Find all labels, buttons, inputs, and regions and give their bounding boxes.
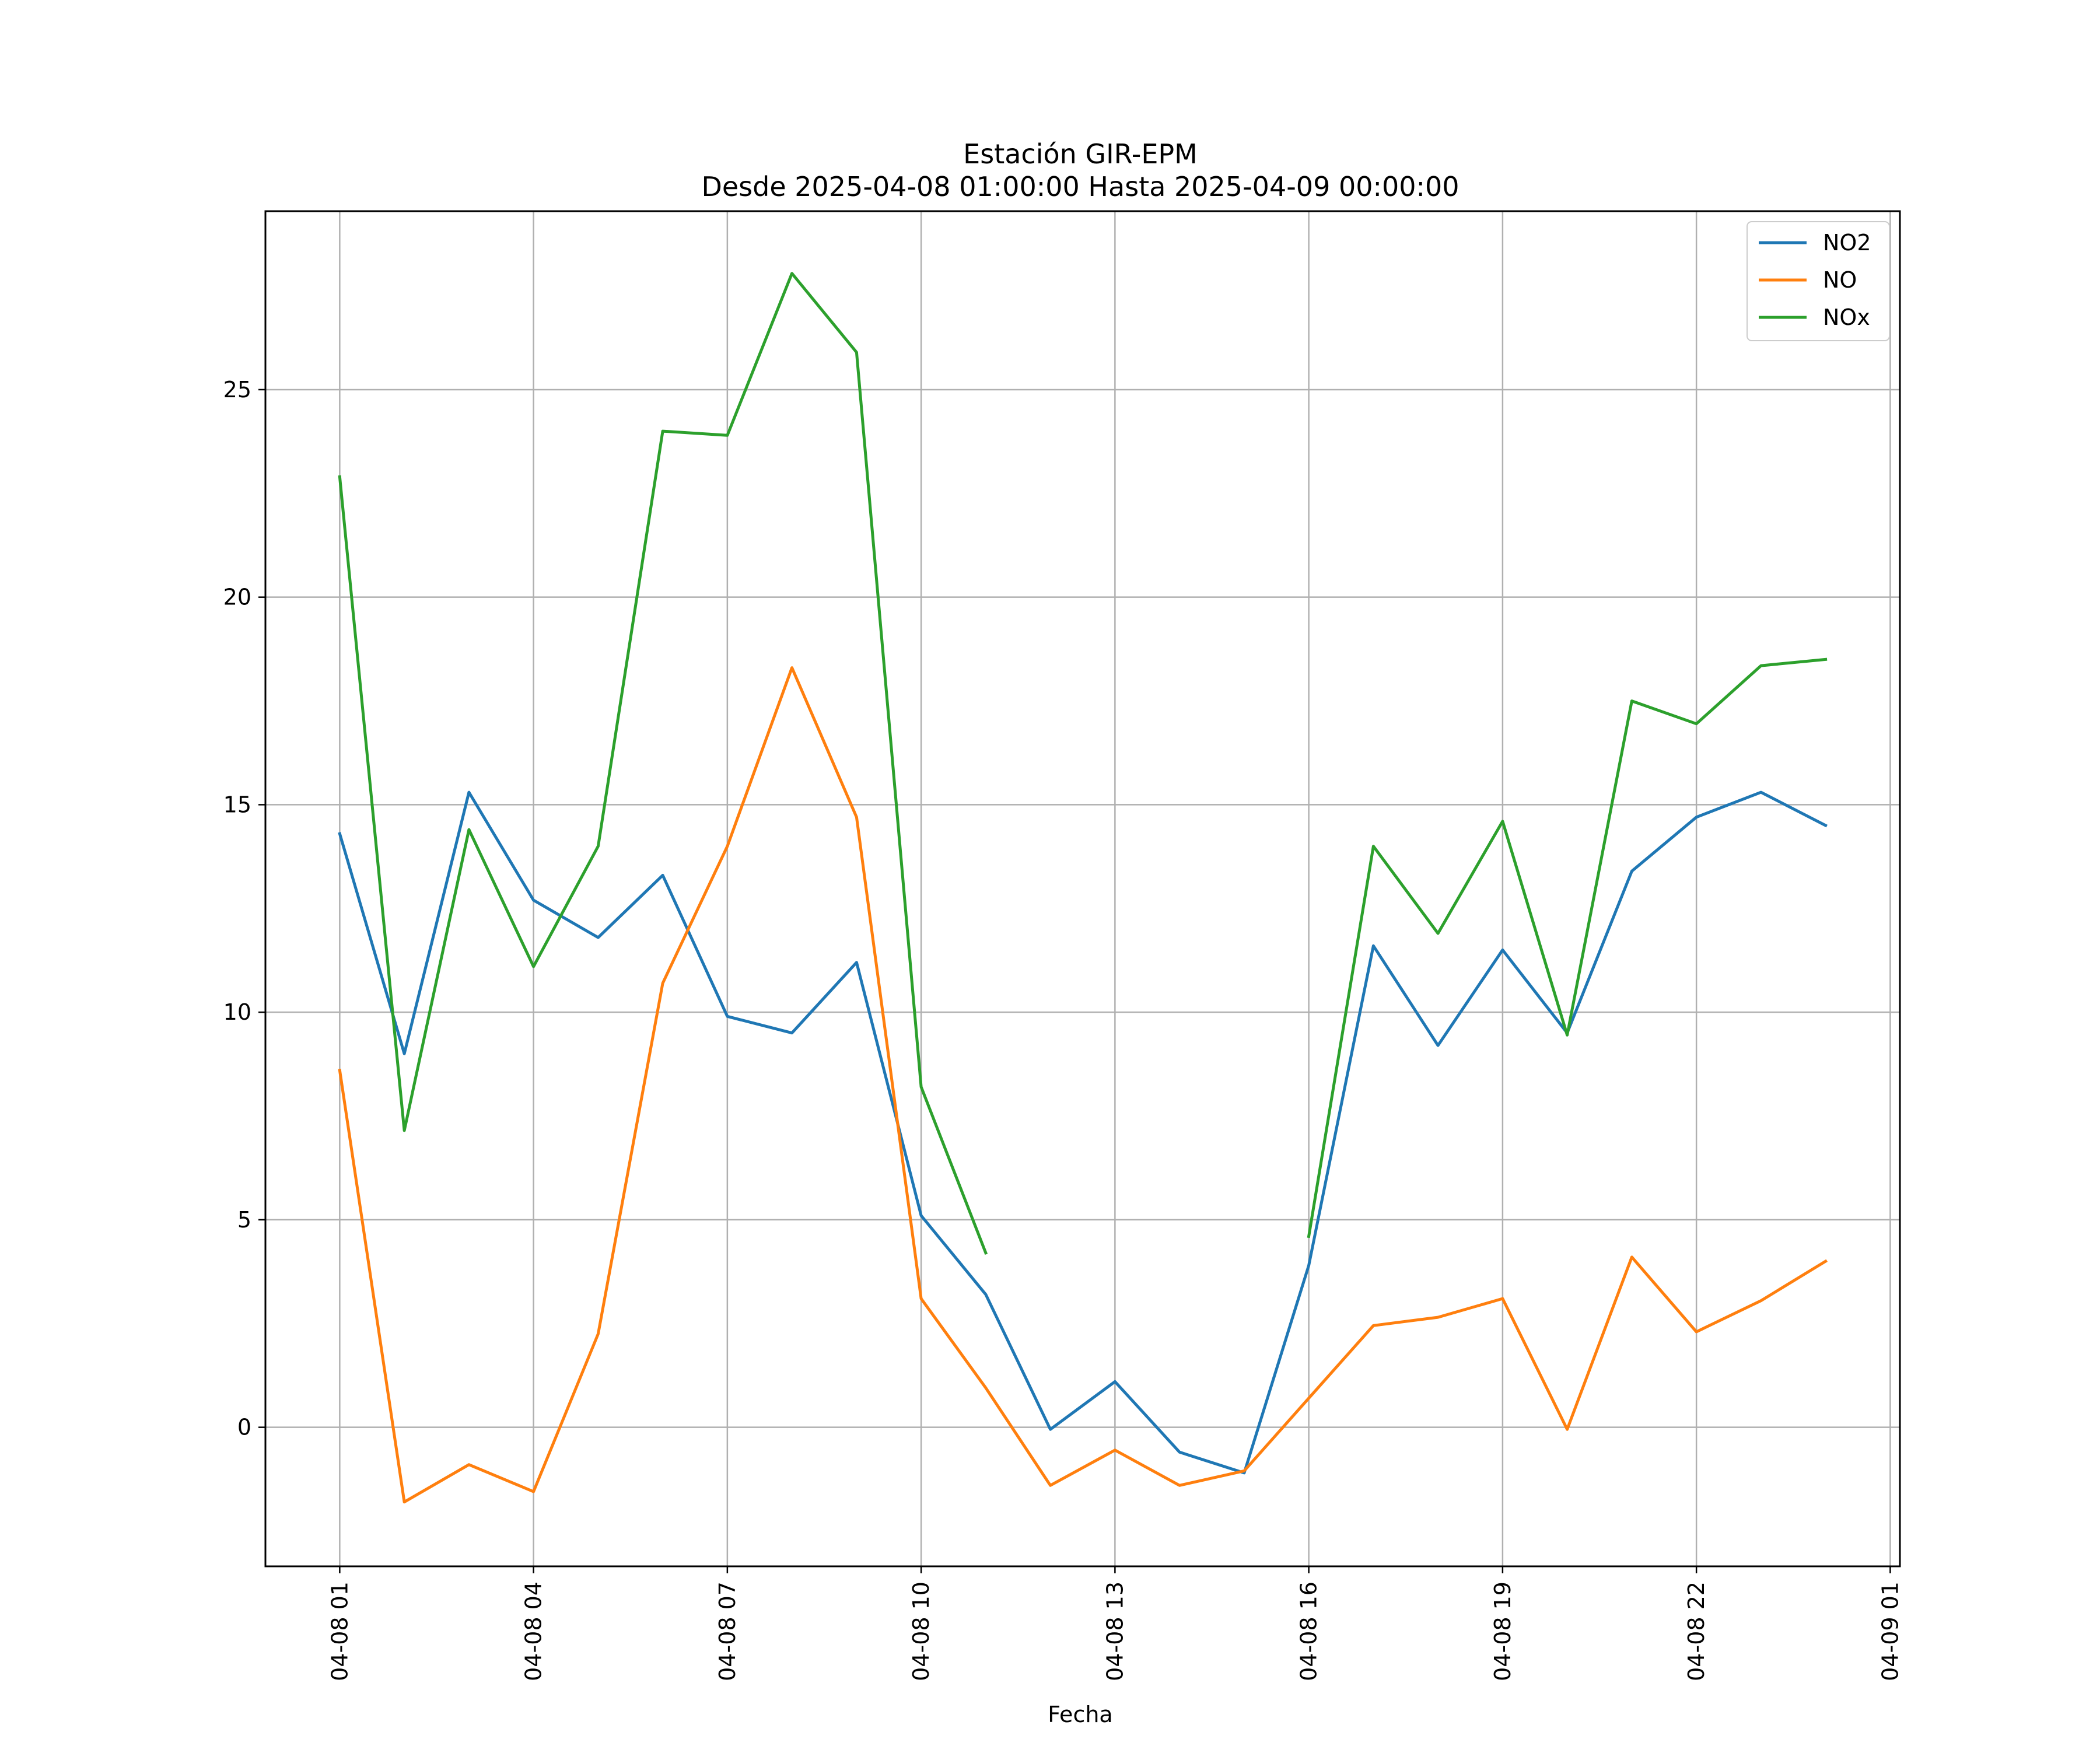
- series-lines: [338, 272, 1828, 1504]
- legend-label: NOx: [1823, 305, 1870, 330]
- x-tick-label: 04-08 22: [1684, 1581, 1709, 1681]
- series-line-no2: [338, 790, 1828, 1475]
- grid-lines: [265, 211, 1900, 1566]
- x-tick-label: 04-08 16: [1296, 1581, 1322, 1681]
- series-no: [338, 666, 1828, 1504]
- series-line-nox: [338, 272, 1828, 1255]
- y-tick-label: 0: [237, 1415, 251, 1440]
- x-tick-label: 04-08 04: [521, 1581, 547, 1681]
- x-axis-ticks: 04-08 01 04-08 04 04-08 07 04-08 10 04-08 13…: [327, 1566, 1903, 1681]
- y-tick-label: 15: [223, 792, 251, 817]
- x-tick-label: 04-08 19: [1490, 1581, 1516, 1681]
- y-tick-label: 5: [237, 1207, 251, 1233]
- legend-box: [1746, 221, 1890, 341]
- chart-subtitle: Desde 2025-04-08 01:00:00 Hasta 2025-04-…: [701, 171, 1459, 202]
- plot-frame: [264, 210, 1901, 1567]
- y-tick-label: 10: [223, 999, 251, 1025]
- x-tick-label: 04-08 07: [715, 1581, 740, 1681]
- x-tick-label: 04-08 01: [327, 1581, 352, 1681]
- legend-item-no: NO: [1759, 267, 1857, 293]
- legend-item-nox: NOx: [1759, 305, 1870, 330]
- y-tick-label: 25: [223, 377, 251, 403]
- chart-title: Estación GIR-EPM: [963, 138, 1198, 170]
- legend-item-no2: NO2: [1759, 230, 1871, 256]
- y-axis-ticks: 0 5 10 15 20 25: [223, 377, 265, 1440]
- series-nox: [338, 272, 1828, 1255]
- legend-label: NO: [1823, 267, 1857, 293]
- x-tick-label: 04-08 10: [908, 1581, 934, 1681]
- legend: NO2 NO NOx: [1746, 221, 1890, 341]
- y-tick-label: 20: [223, 585, 251, 610]
- series-line-no: [338, 666, 1828, 1504]
- x-tick-label: 04-08 13: [1102, 1581, 1128, 1681]
- series-no2: [338, 790, 1828, 1475]
- x-tick-label: 04-09 01: [1877, 1581, 1903, 1681]
- legend-label: NO2: [1823, 230, 1871, 256]
- x-axis-label: Fecha: [1048, 1702, 1112, 1727]
